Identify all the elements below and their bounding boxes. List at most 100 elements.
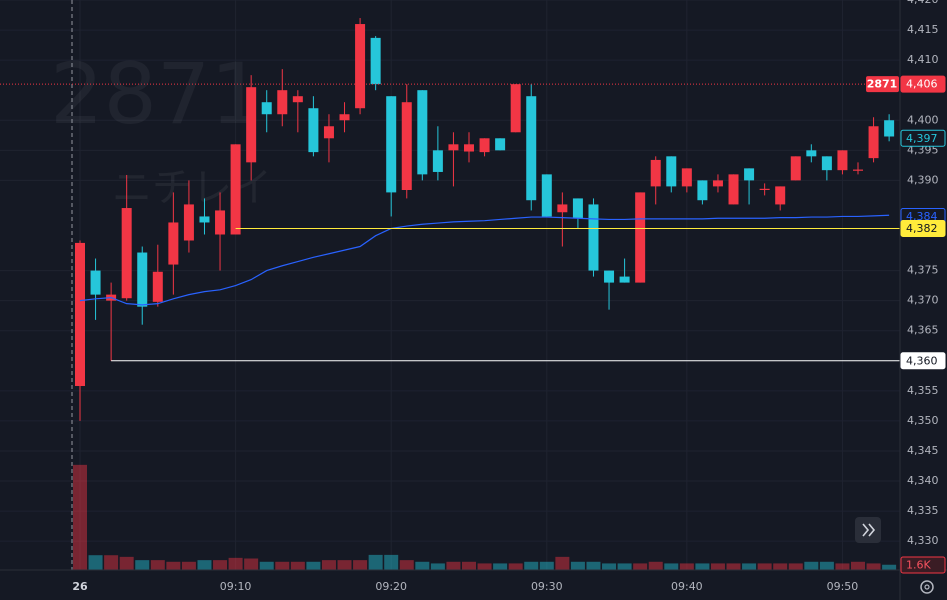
volume-bar: [804, 561, 819, 570]
price-badge-label: 4,384: [906, 210, 938, 223]
volume-bar: [135, 560, 150, 570]
volume-bar: [524, 561, 539, 570]
price-axis: [900, 0, 947, 570]
x-tick-label: 09:10: [220, 580, 252, 593]
volume-bar: [788, 563, 803, 570]
candle-body: [744, 168, 755, 181]
candle-body: [853, 169, 863, 171]
candle-body: [355, 24, 366, 109]
volume-bar: [539, 561, 554, 570]
symbol-badge: [866, 76, 899, 93]
x-tick-label: 09:40: [671, 580, 703, 593]
volume-bar: [415, 561, 430, 570]
candle-body: [775, 186, 786, 205]
gear-center[interactable]: [924, 584, 930, 590]
candle-body: [759, 188, 770, 190]
candle-body: [168, 222, 179, 265]
price-badge: [900, 75, 946, 93]
candle-body: [246, 87, 257, 163]
volume-bar: [244, 558, 259, 570]
candle-body: [837, 150, 848, 171]
y-tick-label: 4,420: [907, 0, 939, 6]
candle-body: [323, 126, 334, 139]
candle-body: [806, 150, 817, 157]
volume-bar: [430, 563, 445, 570]
volume-bar: [742, 563, 757, 570]
scroll-icon[interactable]: [862, 523, 876, 537]
candle-body: [308, 108, 319, 153]
volume-bar: [757, 563, 772, 570]
volume-bar: [617, 563, 632, 570]
volume-bar: [181, 561, 196, 570]
x-tick-label: 09:20: [375, 580, 407, 593]
candle-body: [728, 174, 739, 205]
volume-bar: [228, 557, 243, 570]
price-badge-label: 4,397: [906, 132, 938, 145]
volume-bar: [119, 556, 134, 570]
volume-bar: [368, 554, 383, 570]
volume-bar: [306, 561, 321, 570]
volume-bar: [462, 561, 476, 570]
volume-bar: [664, 563, 679, 570]
volume-bar: [555, 556, 570, 570]
volume-bar: [570, 561, 585, 570]
candle-body: [199, 216, 210, 223]
candle-body: [510, 84, 521, 133]
volume-badge: [900, 556, 946, 574]
volume-bar: [648, 561, 663, 570]
candle-body: [464, 144, 474, 152]
candle-body: [432, 150, 443, 172]
candle-body: [868, 126, 879, 159]
y-tick-label: 4,340: [907, 474, 939, 487]
volume-bar: [275, 561, 290, 570]
volume-bar: [602, 563, 617, 570]
x-tick-label: 26: [72, 580, 88, 593]
volume-bar: [726, 563, 741, 570]
gear-icon[interactable]: [920, 580, 934, 594]
volume-bar: [477, 563, 492, 570]
candle-body: [292, 96, 303, 103]
candle-body: [681, 168, 692, 187]
volume-bar: [882, 564, 897, 570]
volume-bar: [353, 560, 368, 570]
candle-body: [635, 192, 646, 283]
candle-body: [666, 156, 677, 187]
volume-bar: [150, 560, 165, 570]
watermark-symbol: 2871: [50, 45, 264, 143]
y-tick-label: 4,370: [907, 294, 939, 307]
candle-body: [90, 270, 101, 295]
y-tick-label: 4,375: [907, 264, 939, 277]
candle-body: [588, 204, 599, 271]
volume-bar: [197, 560, 212, 570]
candle-body: [712, 180, 723, 187]
volume-bar: [819, 561, 834, 570]
x-tick-label: 09:30: [531, 580, 563, 593]
volume-bar: [104, 555, 119, 570]
time-axis: [0, 570, 947, 600]
candle-body: [215, 210, 226, 235]
price-badge: [900, 352, 946, 370]
candle-body: [884, 120, 895, 137]
volume-bar: [773, 563, 788, 570]
volume-bar: [259, 561, 274, 570]
price-badge-label: 4,406: [906, 78, 938, 91]
volume-badge-label: 1.6K: [906, 559, 931, 572]
y-tick-label: 4,400: [907, 113, 939, 126]
volume-bar: [586, 561, 601, 570]
candle-body: [401, 102, 412, 190]
scroll-button[interactable]: [855, 517, 881, 543]
candle-body: [650, 159, 661, 187]
candle-body: [75, 242, 85, 387]
volume-bar: [866, 563, 881, 570]
candle-body: [230, 144, 241, 235]
y-tick-label: 4,410: [907, 53, 939, 66]
volume-bar: [321, 560, 336, 570]
candle-body: [541, 174, 552, 217]
volume-bar: [166, 561, 181, 570]
y-tick-label: 4,330: [907, 534, 939, 547]
volume-bar: [695, 563, 710, 570]
volume-bar: [88, 555, 103, 570]
volume-bar: [508, 563, 523, 570]
settings-button[interactable]: [920, 580, 934, 594]
candle-body: [386, 96, 397, 193]
